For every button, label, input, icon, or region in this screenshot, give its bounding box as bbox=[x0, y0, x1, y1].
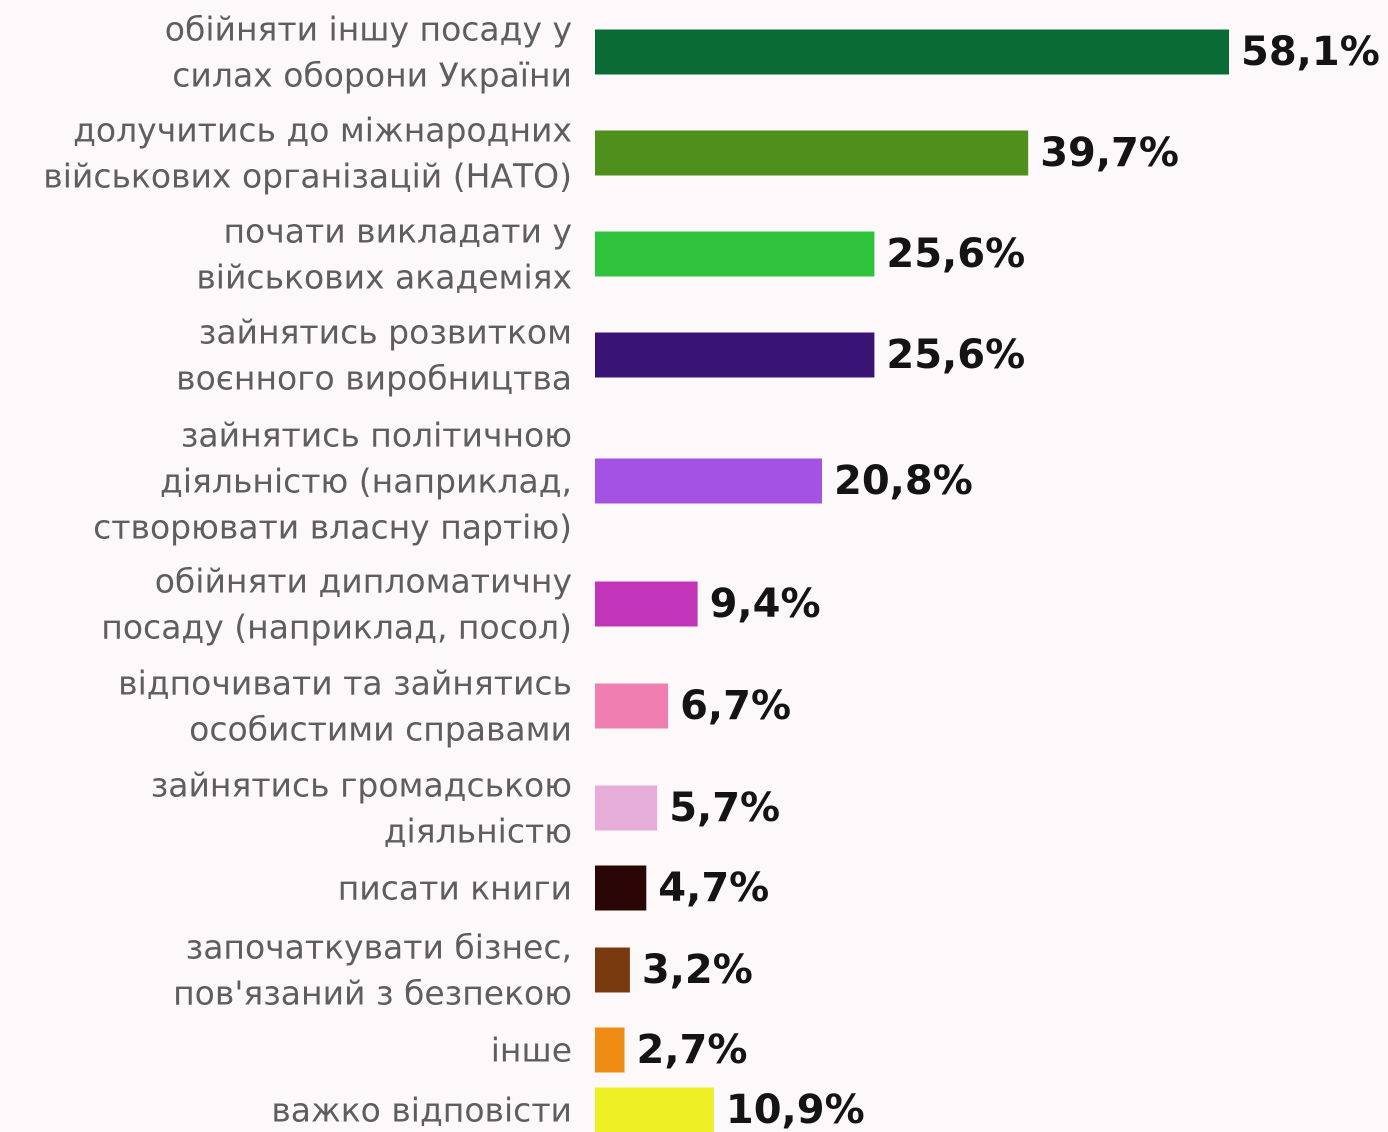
value-label-9: 3,2% bbox=[642, 947, 753, 993]
category-label-2: почати викладати у військових академіях bbox=[196, 212, 572, 297]
bar-7 bbox=[595, 785, 658, 831]
value-label-10: 2,7% bbox=[637, 1027, 748, 1073]
bar-10 bbox=[595, 1027, 625, 1073]
category-label-line: воєнного виробництва bbox=[176, 359, 572, 398]
category-label-6: відпочивати та зайнятись особистими справ… bbox=[118, 664, 572, 749]
category-label-line: зайнятись громадською bbox=[151, 766, 572, 805]
category-label-line: відпочивати та зайнятись bbox=[118, 664, 572, 703]
value-label-6: 6,7% bbox=[680, 683, 791, 729]
category-label-line: силах оборони України bbox=[172, 56, 572, 95]
bar-1 bbox=[595, 130, 1029, 176]
category-label-line: почати викладати у bbox=[223, 212, 572, 251]
category-label-line: інше bbox=[491, 1031, 572, 1070]
value-label-2: 25,6% bbox=[886, 231, 1025, 277]
category-label-7: зайнятись громадською діяльністю bbox=[151, 766, 572, 851]
value-label-0: 58,1% bbox=[1241, 29, 1380, 75]
category-label-line: долучитись до міжнародних bbox=[73, 111, 572, 150]
category-label-10: інше bbox=[491, 1031, 572, 1070]
value-label-1: 39,7% bbox=[1040, 130, 1179, 176]
category-label-line: пов'язаний з безпекою bbox=[173, 974, 572, 1013]
category-label-line: діяльністю (наприклад, bbox=[160, 462, 572, 501]
value-label-11: 10,9% bbox=[726, 1087, 865, 1132]
value-labels: 58,1% 39,7% 25,6% 25,6% 20,8% 9,4% 6,7% 5,7% 4,7… bbox=[637, 29, 1380, 1132]
category-label-8: писати книги bbox=[338, 869, 572, 908]
category-label-line: започаткувати бізнес, bbox=[186, 928, 572, 967]
bar-4 bbox=[595, 458, 822, 504]
category-label-line: діяльністю bbox=[384, 812, 572, 851]
category-label-line: посаду (наприклад, посол) bbox=[101, 608, 572, 647]
category-label-11: важко відповісти bbox=[271, 1091, 572, 1130]
bar-6 bbox=[595, 683, 669, 729]
bar-2 bbox=[595, 231, 875, 277]
category-label-4: зайнятись політичною діяльністю (наприкла… bbox=[93, 416, 572, 547]
bars bbox=[595, 29, 1229, 1132]
category-label-0: обійняти іншу посаду у силах оборони Укра… bbox=[165, 10, 572, 95]
category-label-1: долучитись до міжнародних військових орга… bbox=[43, 111, 572, 196]
category-label-line: зайнятись політичною bbox=[181, 416, 572, 455]
category-label-5: обійняти дипломатичну посаду (наприклад, … bbox=[101, 562, 572, 647]
value-label-8: 4,7% bbox=[658, 865, 769, 911]
bar-3 bbox=[595, 332, 875, 378]
category-labels: обійняти іншу посаду у силах оборони Укра… bbox=[43, 10, 572, 1130]
category-label-line: важко відповісти bbox=[271, 1091, 572, 1130]
category-label-line: військових академіях bbox=[196, 258, 572, 297]
category-label-line: обійняти іншу посаду у bbox=[165, 10, 572, 49]
category-label-line: військових організацій (НАТО) bbox=[43, 157, 572, 196]
category-label-line: особистими справами bbox=[189, 710, 572, 749]
category-label-line: зайнятись розвитком bbox=[199, 313, 572, 352]
bar-5 bbox=[595, 581, 698, 627]
category-label-line: створювати власну партію) bbox=[93, 508, 572, 547]
bar-9 bbox=[595, 947, 630, 993]
bar-11 bbox=[595, 1087, 714, 1132]
value-label-7: 5,7% bbox=[669, 785, 780, 831]
category-label-3: зайнятись розвитком воєнного виробництва bbox=[176, 313, 572, 398]
category-label-line: обійняти дипломатичну bbox=[155, 562, 572, 601]
bar-8 bbox=[595, 865, 647, 911]
value-label-4: 20,8% bbox=[834, 458, 973, 504]
value-label-5: 9,4% bbox=[710, 581, 821, 627]
value-label-3: 25,6% bbox=[886, 332, 1025, 378]
category-label-9: започаткувати бізнес, пов'язаний з безпек… bbox=[173, 928, 572, 1013]
category-label-line: писати книги bbox=[338, 869, 572, 908]
bar-0 bbox=[595, 29, 1229, 75]
